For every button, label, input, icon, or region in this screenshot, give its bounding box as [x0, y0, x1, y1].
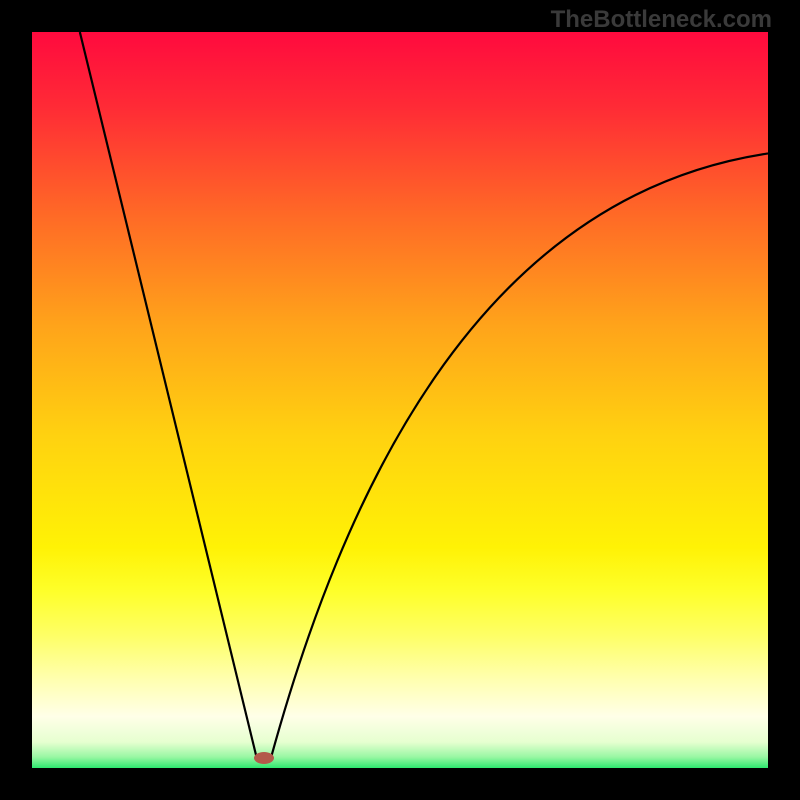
watermark-text: TheBottleneck.com [551, 6, 772, 34]
curve-left-branch [80, 32, 257, 757]
chart-container: TheBottleneck.com [0, 0, 800, 800]
curve-right-branch [271, 153, 768, 757]
curve-layer [0, 0, 800, 800]
